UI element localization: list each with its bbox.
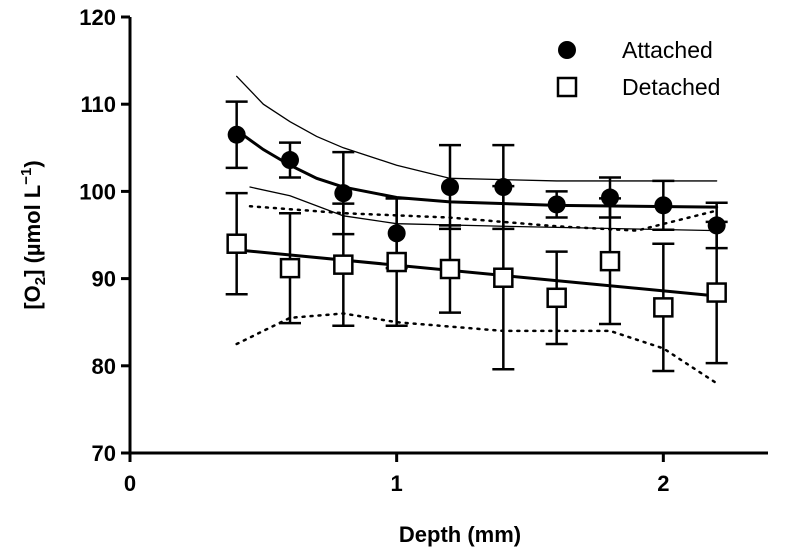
marker xyxy=(599,250,621,272)
marker xyxy=(546,287,567,309)
marker xyxy=(654,196,673,215)
marker xyxy=(227,125,246,144)
marker xyxy=(281,151,299,170)
y-tick-label: 70 xyxy=(92,441,116,466)
marker xyxy=(439,258,461,280)
legend-label: Attached xyxy=(622,37,713,63)
fit-curve xyxy=(235,128,719,209)
y-label-part: [O xyxy=(20,285,45,309)
y-label-part: ] (µmol L xyxy=(20,185,45,277)
x-tick-label: 0 xyxy=(124,471,136,496)
y-tick-label: 110 xyxy=(81,92,117,117)
y-tick-label: 80 xyxy=(92,354,116,379)
marker xyxy=(441,178,459,197)
y-label-part: ) xyxy=(20,160,45,167)
legend-label: Detached xyxy=(622,74,720,100)
y-tick-label: 120 xyxy=(79,5,116,30)
y-label-sub: 2 xyxy=(32,277,49,285)
x-tick-label: 2 xyxy=(657,471,669,496)
marker xyxy=(386,251,407,273)
y-tick-label: 90 xyxy=(92,267,116,292)
fit-curve xyxy=(248,204,718,232)
x-axis-label: Depth (mm) xyxy=(399,522,521,547)
fit-curve xyxy=(249,186,718,232)
marker xyxy=(226,233,247,254)
y-tick-label: 100 xyxy=(79,179,116,204)
marker xyxy=(279,257,301,279)
marker xyxy=(706,282,727,303)
fit-curve xyxy=(236,75,718,182)
marker xyxy=(333,254,354,275)
y-axis-label: [O2] (µmol L−1) xyxy=(18,160,49,309)
legend-marker xyxy=(556,76,578,98)
marker xyxy=(493,267,514,288)
fit-curve xyxy=(235,312,718,385)
x-tick-label: 1 xyxy=(391,471,403,496)
legend-marker xyxy=(558,41,576,59)
marker xyxy=(653,297,674,318)
y-label-sup: −1 xyxy=(18,168,35,185)
marker xyxy=(334,184,353,203)
fit-curve xyxy=(235,248,719,298)
marker xyxy=(547,195,566,214)
